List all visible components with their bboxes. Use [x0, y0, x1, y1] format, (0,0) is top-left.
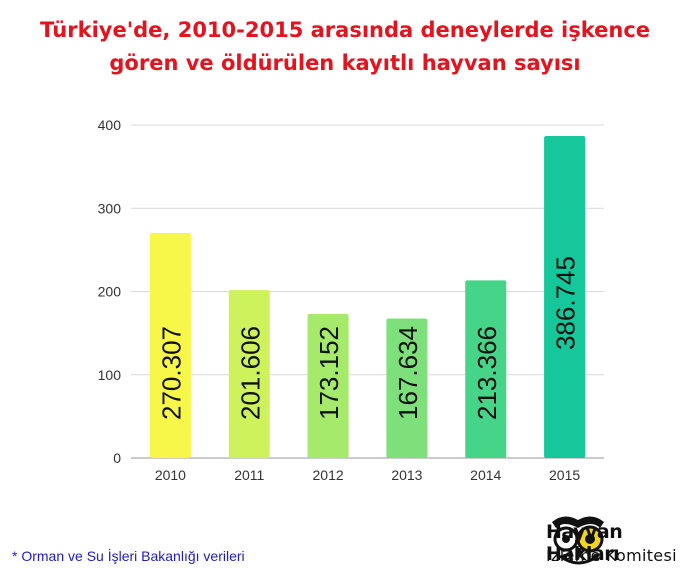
owl-icon: [552, 516, 604, 565]
x-tick-label: 2015: [549, 467, 580, 483]
data-label-2014: 213.366: [472, 326, 502, 420]
data-label-2010: 270.307: [156, 326, 186, 420]
x-axis: 2010 2011 2012 2013 2014 2015: [155, 467, 581, 483]
bars: [149, 136, 586, 458]
x-tick-label: 2014: [470, 467, 501, 483]
y-axis: 0 100 200 300 400: [98, 117, 122, 466]
y-tick-label: 200: [98, 284, 122, 300]
bar-2011: [228, 290, 270, 458]
x-tick-label: 2013: [391, 467, 422, 483]
y-tick-label: 400: [98, 117, 122, 133]
chart-title-line1: Türkiye'de, 2010-2015 arasında deneylerd…: [39, 18, 651, 42]
logo-title: Hayvan Hakları: [546, 521, 623, 565]
x-tick-label: 2011: [234, 467, 264, 483]
gridlines: [131, 124, 604, 459]
bar-2010: [149, 232, 191, 458]
data-labels: 270.307 201.606 173.152 167.634 213.366 386.7…: [156, 256, 580, 420]
x-tick-label: 2010: [155, 467, 186, 483]
bar-2015: [544, 136, 586, 458]
data-label-2011: 201.606: [235, 326, 265, 420]
y-tick-label: 300: [98, 200, 122, 216]
bar-2014: [465, 280, 507, 458]
bar-2012: [307, 313, 349, 458]
data-label-2015: 386.745: [551, 256, 581, 350]
chart-title-line2: gören ve öldürülen kayıtlı hayvan sayısı: [109, 51, 581, 75]
x-tick-label: 2012: [313, 467, 344, 483]
y-tick-label: 0: [113, 450, 121, 466]
footnote: * Orman ve Su İşleri Bakanlığı verileri: [12, 548, 245, 564]
logo-subtitle: İzleme Komitesi: [546, 546, 677, 565]
data-label-2012: 173.152: [314, 326, 344, 420]
data-label-2013: 167.634: [393, 326, 423, 420]
y-tick-label: 100: [98, 367, 122, 383]
chart-title: Türkiye'de, 2010-2015 arasında deneylerd…: [0, 14, 690, 80]
bar-2013: [386, 318, 428, 458]
